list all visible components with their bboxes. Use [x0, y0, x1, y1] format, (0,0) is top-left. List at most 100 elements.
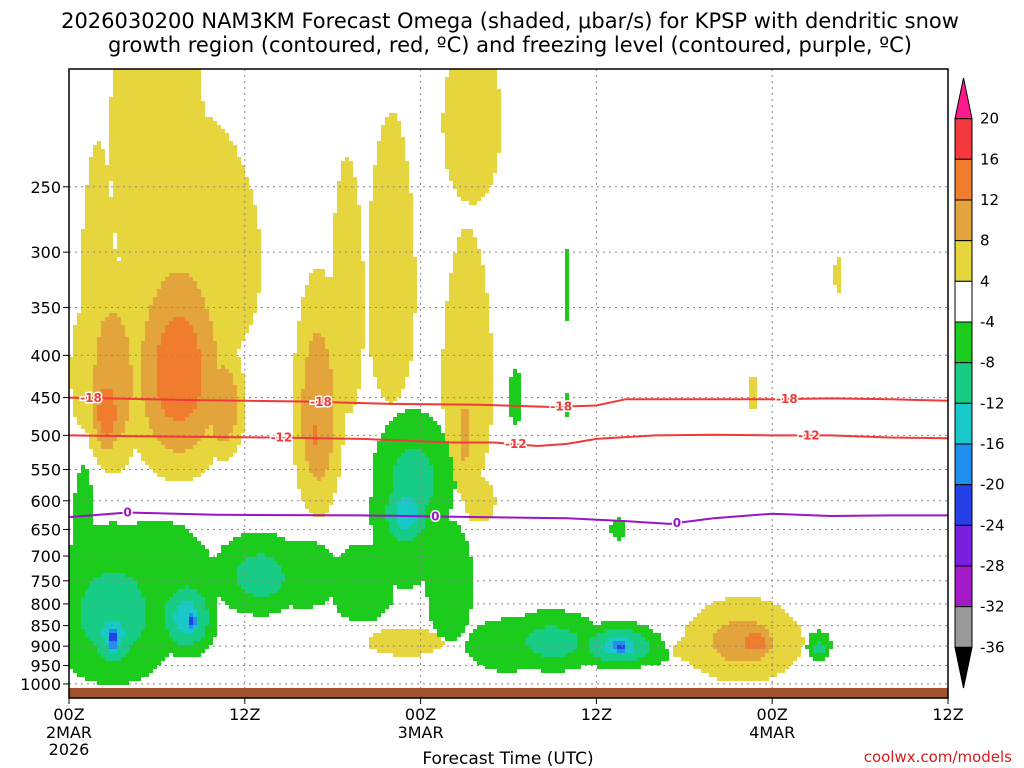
omega-cell [129, 181, 133, 185]
omega-cell [205, 621, 209, 625]
omega-cell [101, 329, 105, 333]
omega-cell [77, 421, 81, 425]
omega-cell [153, 253, 157, 257]
omega-cell [77, 489, 81, 493]
omega-cell [189, 225, 193, 229]
omega-cell [117, 77, 121, 81]
omega-cell [105, 681, 109, 685]
omega-cell [121, 537, 125, 541]
omega-cell [193, 605, 197, 609]
omega-cell [121, 337, 125, 341]
omega-cell [189, 609, 193, 613]
omega-cell [181, 193, 185, 197]
omega-cell [229, 393, 233, 397]
omega-cell [221, 309, 225, 313]
omega-cell [185, 77, 189, 81]
omega-cell [141, 269, 145, 273]
omega-cell [81, 565, 85, 569]
omega-cell [81, 657, 85, 661]
omega-cell [117, 141, 121, 145]
omega-cell [197, 441, 201, 445]
omega-cell [197, 221, 201, 225]
omega-cell [81, 665, 85, 669]
omega-cell [209, 189, 213, 193]
omega-cell [117, 617, 121, 621]
omega-cell [201, 193, 205, 197]
omega-cell [129, 105, 133, 109]
omega-cell [161, 225, 165, 229]
omega-cell [225, 385, 229, 389]
omega-cell [93, 445, 97, 449]
omega-cell [133, 105, 137, 109]
omega-cell [89, 485, 93, 489]
omega-cell [181, 437, 185, 441]
omega-cell [169, 585, 173, 589]
omega-cell [81, 465, 85, 469]
omega-cell [109, 285, 113, 289]
omega-cell [197, 437, 201, 441]
omega-cell [141, 441, 145, 445]
omega-cell [157, 469, 161, 473]
omega-cell [161, 133, 165, 137]
omega-cell [137, 77, 141, 81]
omega-cell [93, 361, 97, 365]
omega-cell [105, 321, 109, 325]
omega-cell [121, 165, 125, 169]
omega-cell [189, 345, 193, 349]
omega-cell [101, 577, 105, 581]
omega-cell [153, 285, 157, 289]
omega-cell [73, 589, 77, 593]
omega-cell [217, 277, 221, 281]
omega-cell [113, 561, 117, 565]
omega-cell [157, 157, 161, 161]
omega-cell [181, 617, 185, 621]
omega-cell [85, 473, 89, 477]
omega-cell [153, 101, 157, 105]
omega-cell [185, 457, 189, 461]
omega-cell [157, 377, 161, 381]
omega-cell [201, 593, 205, 597]
omega-cell [129, 405, 133, 409]
omega-cell [153, 165, 157, 169]
omega-cell [129, 625, 133, 629]
plot-area: -18 -18 -18-18-12 -12-120 0 0 [68, 68, 949, 699]
omega-cell [213, 561, 217, 565]
omega-cell [193, 125, 197, 129]
omega-cell [81, 645, 85, 649]
omega-cell [97, 349, 101, 353]
omega-cell [209, 565, 213, 569]
omega-cell [221, 593, 225, 597]
omega-cell [117, 341, 121, 345]
omega-cell [185, 625, 189, 629]
omega-cell [177, 385, 181, 389]
omega-cell [141, 605, 145, 609]
omega-cell [97, 625, 101, 629]
omega-cell [149, 353, 153, 357]
omega-cell [185, 237, 189, 241]
omega-cell [189, 405, 193, 409]
omega-cell [169, 393, 173, 397]
omega-cell [105, 409, 109, 413]
omega-cell [153, 417, 157, 421]
omega-cell [209, 289, 213, 293]
omega-cell [149, 321, 153, 325]
omega-cell [217, 273, 221, 277]
omega-cell [77, 537, 81, 541]
omega-cell [173, 229, 177, 233]
omega-cell [181, 233, 185, 237]
omega-cell [73, 605, 77, 609]
omega-cell [113, 557, 117, 561]
omega-cell [201, 557, 205, 561]
omega-cell [213, 597, 217, 601]
omega-cell [121, 605, 125, 609]
omega-cell [217, 201, 221, 205]
omega-cell [137, 81, 141, 85]
omega-cell [157, 265, 161, 269]
omega-cell [85, 217, 89, 221]
omega-cell [125, 105, 129, 109]
omega-cell [93, 625, 97, 629]
omega-cell [229, 593, 233, 597]
omega-cell [141, 533, 145, 537]
omega-cell [165, 429, 169, 433]
omega-cell [109, 389, 113, 393]
